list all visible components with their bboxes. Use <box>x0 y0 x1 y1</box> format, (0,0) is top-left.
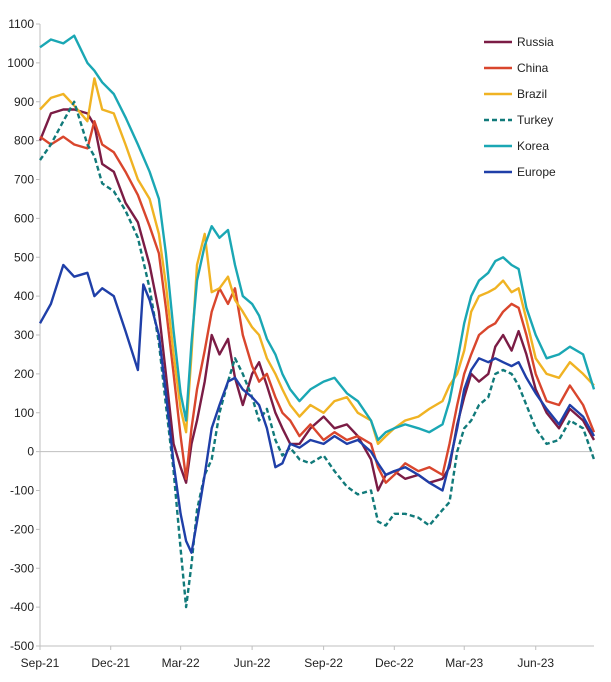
y-tick-label: 800 <box>14 134 34 148</box>
y-tick-label: 400 <box>14 289 34 303</box>
y-tick-label: -200 <box>10 522 34 536</box>
y-tick-label: 500 <box>14 250 34 264</box>
legend-label-europe: Europe <box>517 165 556 179</box>
y-tick-label: 600 <box>14 211 34 225</box>
series-line-korea <box>39 34 596 442</box>
legend-label-china: China <box>517 61 549 75</box>
axes: -500 -400 -300 -200 -100 0 100 200 300 400 500 600 7… <box>7 17 594 670</box>
series-line-china <box>39 120 596 484</box>
x-tick-label: Sep-22 <box>304 656 343 670</box>
y-tick-label: 1100 <box>8 17 34 31</box>
y-tick-label: 200 <box>14 367 34 381</box>
y-tick-label: 700 <box>14 173 34 187</box>
legend-label-russia: Russia <box>517 35 554 49</box>
x-tick-label: Mar-23 <box>445 656 483 670</box>
series-line-russia <box>38 108 596 492</box>
y-tick-label: 900 <box>14 95 34 109</box>
y-tick-label: -500 <box>10 639 34 653</box>
x-tick-label: Sep-21 <box>21 656 60 670</box>
x-tick-label: Mar-22 <box>162 656 200 670</box>
y-tick-label: -100 <box>10 484 34 498</box>
series-line-europe <box>38 263 596 554</box>
y-tick-label: -300 <box>10 561 34 575</box>
series-line-turkey <box>39 100 596 609</box>
plot-area <box>38 34 596 609</box>
x-tick-label: Dec-22 <box>375 656 414 670</box>
legend: Russia China Brazil Turkey Korea Europe <box>484 35 556 179</box>
series-line-brazil <box>39 77 595 446</box>
y-tick-label: 100 <box>14 406 34 420</box>
x-tick-label: Dec-21 <box>91 656 130 670</box>
legend-label-turkey: Turkey <box>517 113 553 127</box>
y-tick-label: 0 <box>27 445 34 459</box>
y-tick-label: 300 <box>14 328 34 342</box>
x-tick-label: Jun-22 <box>234 656 271 670</box>
legend-label-brazil: Brazil <box>517 87 547 101</box>
legend-label-korea: Korea <box>517 139 549 153</box>
y-tick-label: 1000 <box>7 56 34 70</box>
y-tick-label: -400 <box>10 600 34 614</box>
x-tick-label: Jun-23 <box>517 656 554 670</box>
